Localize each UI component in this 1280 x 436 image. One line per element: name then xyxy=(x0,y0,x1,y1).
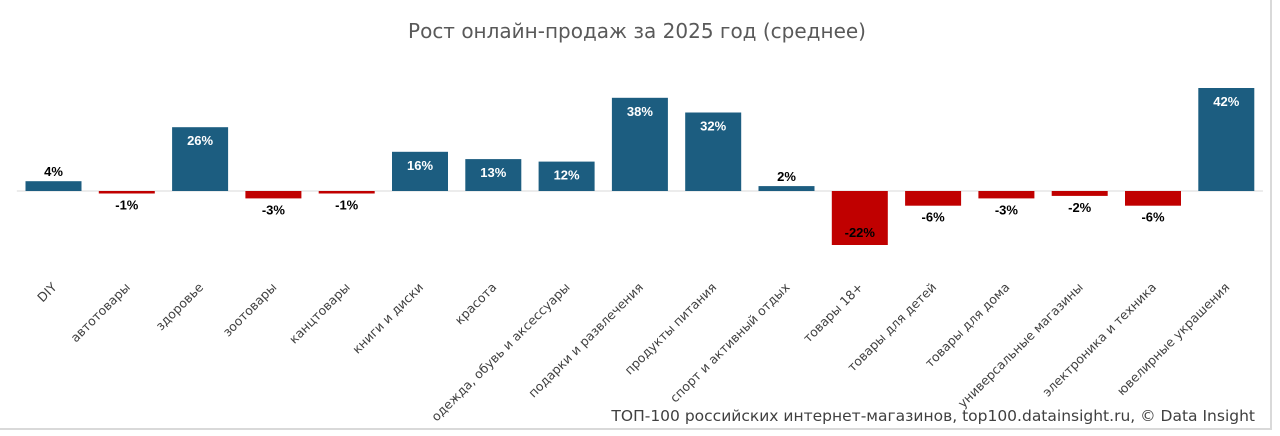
data-label-9: 38% xyxy=(627,104,653,119)
bar-10 xyxy=(685,112,742,191)
bar-8 xyxy=(538,161,595,191)
data-label-15: -2% xyxy=(1068,200,1092,215)
category-label-11: спорт и активный отдых xyxy=(667,280,793,406)
bar-1 xyxy=(25,181,82,191)
bar-17 xyxy=(1198,88,1255,191)
data-label-13: -6% xyxy=(922,210,946,225)
data-label-2: -1% xyxy=(115,198,139,213)
category-label-3: здоровье xyxy=(153,279,207,333)
data-label-8: 12% xyxy=(554,168,580,183)
data-label-10: 32% xyxy=(700,119,726,134)
bar-chart: Рост онлайн-продаж за 2025 год (среднее)… xyxy=(16,19,1263,425)
category-label-12: товары 18+ xyxy=(800,280,866,346)
bar-4 xyxy=(245,191,302,199)
category-label-8: одежда, обувь и аксессуары xyxy=(428,280,573,425)
data-label-11: 2% xyxy=(777,169,796,184)
bar-6 xyxy=(392,151,448,191)
bar-5 xyxy=(318,191,375,194)
data-label-17: 42% xyxy=(1213,94,1239,109)
source-note: ТОП-100 российских интернет-магазинов, t… xyxy=(610,407,1255,425)
data-label-7: 13% xyxy=(480,165,506,180)
category-label-6: книги и диски xyxy=(349,280,426,357)
bar-16 xyxy=(1125,191,1181,206)
bar-11 xyxy=(758,186,815,191)
bar-14 xyxy=(978,191,1035,199)
data-label-16: -6% xyxy=(1141,210,1165,225)
category-label-5: канцтовары xyxy=(286,280,353,347)
bar-3 xyxy=(172,127,229,191)
category-label-4: зоотовары xyxy=(220,280,280,340)
bar-12 xyxy=(831,191,888,245)
data-label-3: 26% xyxy=(187,133,213,148)
data-label-14: -3% xyxy=(995,202,1019,217)
category-label-15: универсальные магазины xyxy=(955,280,1086,411)
category-label-7: красота xyxy=(452,280,500,328)
bar-7 xyxy=(465,159,522,191)
bar-9 xyxy=(611,97,668,191)
data-label-12: -22% xyxy=(845,225,876,240)
bar-2 xyxy=(98,191,155,194)
data-label-6: 16% xyxy=(407,158,433,173)
bar-13 xyxy=(905,191,962,206)
data-label-5: -1% xyxy=(335,198,359,213)
data-label-1: 4% xyxy=(44,164,63,179)
chart-title: Рост онлайн-продаж за 2025 год (среднее) xyxy=(408,19,866,43)
bar-15 xyxy=(1051,191,1108,196)
category-label-2: автотовары xyxy=(67,280,133,346)
category-label-1: DIY xyxy=(34,279,60,305)
data-label-4: -3% xyxy=(262,202,286,217)
